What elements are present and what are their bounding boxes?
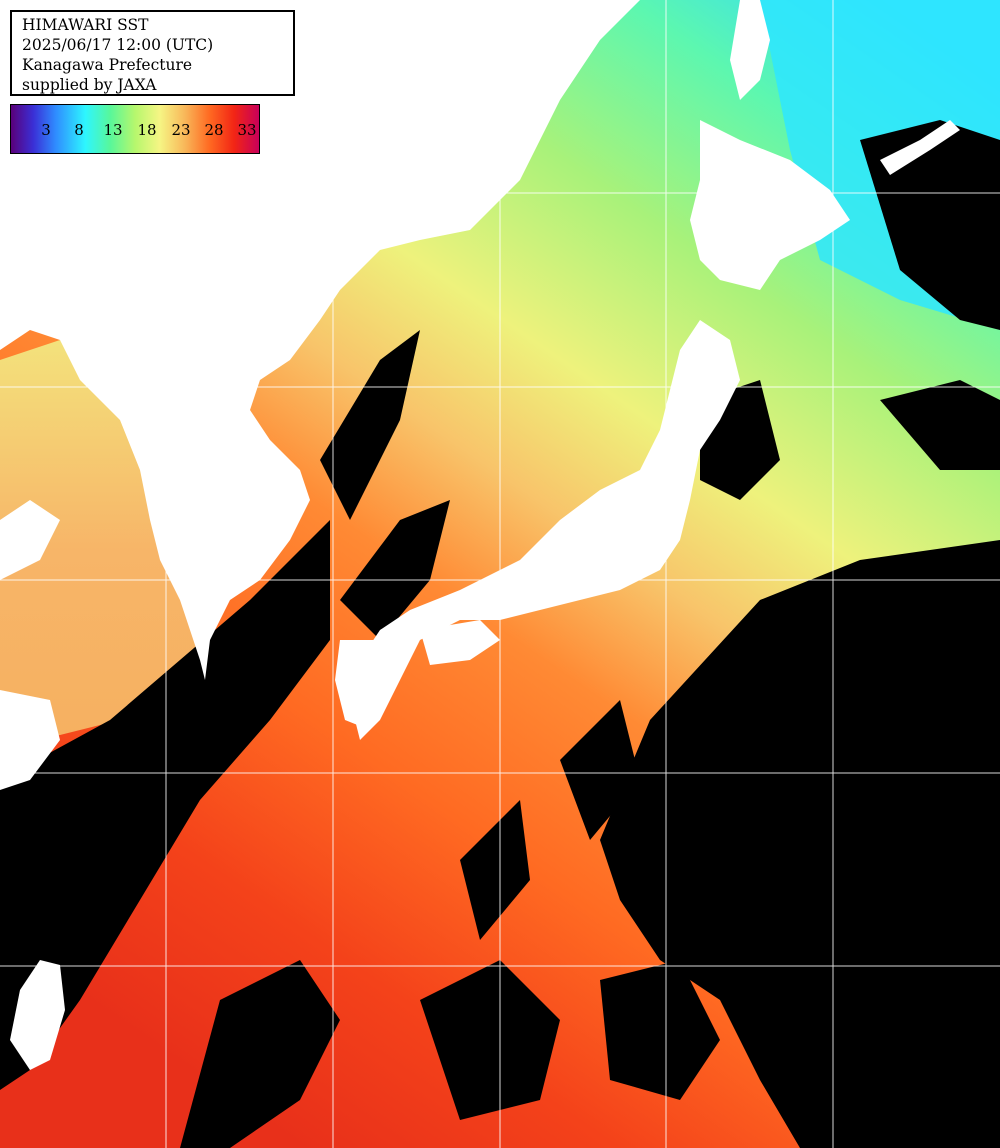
region-label: Kanagawa Prefecture — [22, 56, 193, 74]
legend-tick-8: 8 — [74, 121, 84, 139]
legend-tick-28: 28 — [204, 121, 224, 139]
supplier-credit: supplied by JAXA — [22, 76, 157, 94]
land-shikoku — [420, 620, 500, 665]
product-title: HIMAWARI SST — [22, 16, 149, 34]
yellow-sea — [0, 340, 220, 760]
legend-tick-18: 18 — [137, 121, 157, 139]
land-honshu — [350, 320, 740, 740]
cloud-mask — [0, 120, 1000, 1148]
land-asia-mainland — [0, 0, 640, 680]
legend-tick-13: 13 — [103, 121, 123, 139]
land — [0, 0, 960, 1070]
info-box: HIMAWARI SST 2025/06/17 12:00 (UTC) Kana… — [10, 10, 295, 96]
land-sado-island — [400, 128, 430, 165]
legend-tick-33: 33 — [237, 121, 257, 139]
legend-tick-3: 3 — [41, 121, 51, 139]
land-kyushu — [335, 640, 390, 730]
land-china-coast — [0, 500, 60, 580]
land-hokkaido — [690, 120, 850, 290]
land-kuril — [880, 120, 960, 175]
legend-tick-23: 23 — [171, 121, 191, 139]
land-china-south — [0, 690, 60, 790]
color-scale-legend: 3 8 13 18 23 28 33 — [10, 104, 260, 154]
timestamp: 2025/06/17 12:00 (UTC) — [22, 36, 214, 54]
land-sakhalin — [730, 0, 770, 100]
land-taiwan — [10, 960, 65, 1070]
